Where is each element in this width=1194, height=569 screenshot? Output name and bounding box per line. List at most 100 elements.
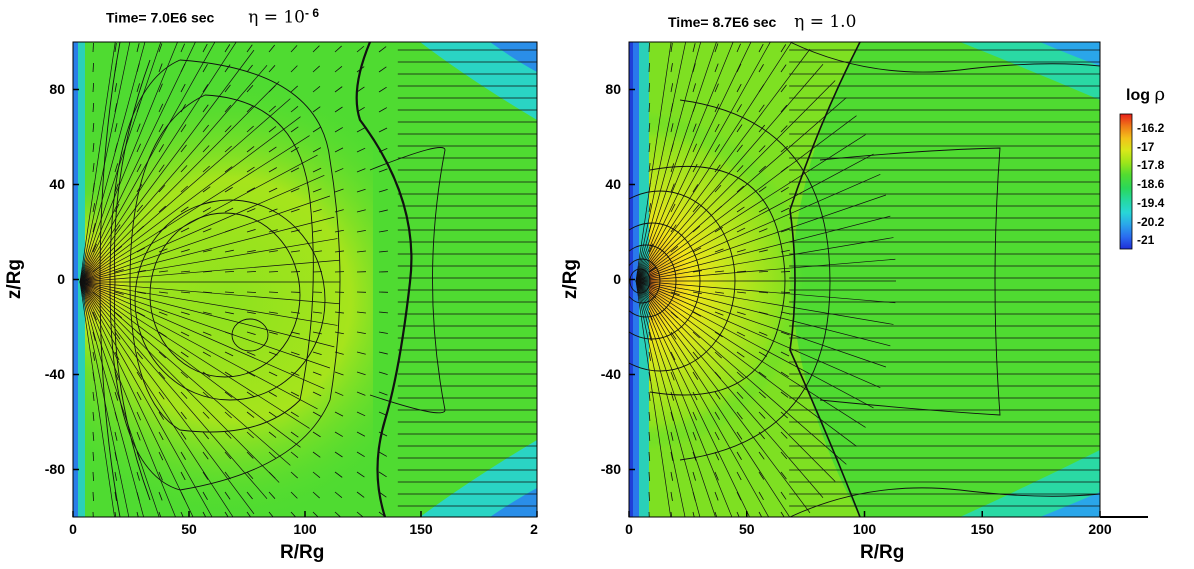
streamline (79, 42, 196, 283)
velocity-arrow (312, 86, 321, 93)
velocity-arrow (290, 250, 300, 253)
velocity-arrow (92, 511, 94, 517)
velocity-arrow (648, 431, 651, 442)
velocity-arrow (246, 371, 256, 377)
velocity-arrow (648, 471, 651, 482)
panel1-field (73, 42, 537, 517)
velocity-arrow (780, 351, 790, 357)
velocity-arrow (224, 451, 232, 460)
velocity-arrow (334, 351, 344, 355)
velocity-arrow (180, 371, 188, 379)
y-tick-label: 40 (605, 175, 621, 192)
velocity-arrow (714, 123, 720, 133)
velocity-arrow (758, 84, 765, 93)
velocity-arrow (378, 250, 388, 253)
velocity-arrow (180, 351, 189, 358)
velocity-arrow (736, 291, 746, 294)
velocity-arrow (224, 471, 231, 480)
velocity-arrow (780, 207, 790, 213)
velocity-arrow (136, 204, 143, 213)
streamline (79, 281, 160, 517)
panel1-title: Time= 7.0E6 sec η = 10- 6 (106, 6, 319, 28)
velocity-arrow (290, 85, 298, 93)
velocity-arrow (268, 250, 278, 253)
velocity-arrow (224, 84, 231, 93)
velocity-arrow (670, 83, 674, 93)
velocity-arrow (736, 451, 742, 460)
velocity-arrow (780, 311, 790, 315)
colorbar-level-label: -17.8 (1137, 158, 1165, 173)
velocity-arrow (356, 230, 366, 233)
y-tick-label: 0 (613, 270, 621, 287)
colorbar-level-label: -16.2 (1137, 121, 1165, 135)
velocity-arrow (670, 471, 674, 481)
velocity-arrow (180, 471, 186, 481)
velocity-arrow (246, 291, 257, 293)
velocity-arrow (312, 209, 322, 213)
streamline (635, 280, 701, 517)
velocity-arrow (334, 45, 342, 53)
velocity-arrow (334, 168, 344, 173)
velocity-arrow (758, 291, 768, 294)
streamline (79, 135, 310, 283)
velocity-arrow (758, 64, 764, 73)
velocity-arrow (736, 391, 744, 399)
velocity-arrow (180, 206, 189, 213)
velocity-arrow (114, 43, 117, 53)
velocity-arrow (290, 331, 300, 335)
velocity-arrow (246, 331, 256, 335)
velocity-arrow (692, 431, 697, 441)
velocity-arrow (246, 166, 255, 173)
velocity-arrow (224, 270, 235, 273)
velocity-arrow (202, 291, 213, 294)
streamline (635, 42, 717, 282)
velocity-arrow (202, 104, 209, 113)
velocity-arrow (290, 391, 300, 397)
streamline (635, 42, 672, 282)
velocity-arrow (224, 291, 235, 294)
streamline (635, 64, 824, 282)
streamline (79, 116, 301, 283)
velocity-arrow (312, 147, 322, 153)
velocity-arrow (246, 146, 255, 153)
velocity-arrow (224, 391, 233, 398)
velocity-arrow (714, 391, 721, 400)
velocity-arrow (92, 82, 95, 93)
x-tick-label: 50 (738, 521, 755, 537)
velocity-arrow (714, 185, 722, 193)
velocity-arrow (378, 431, 388, 437)
velocity-arrow (670, 391, 675, 401)
velocity-arrow (692, 184, 699, 193)
velocity-arrow (780, 291, 791, 294)
velocity-arrow (158, 205, 167, 213)
velocity-arrow (736, 185, 745, 193)
velocity-arrow (334, 391, 344, 396)
velocity-arrow (114, 291, 124, 295)
velocity-arrow (158, 511, 162, 517)
velocity-arrow (312, 351, 322, 355)
streamline (79, 42, 146, 283)
velocity-arrow (290, 229, 300, 233)
streamline (635, 153, 874, 282)
velocity-arrow (114, 143, 118, 153)
streamline (635, 237, 894, 282)
streamline (79, 174, 325, 283)
velocity-arrow (224, 331, 234, 336)
velocity-arrow (780, 271, 791, 273)
velocity-arrow (290, 511, 297, 517)
velocity-arrow (246, 187, 256, 193)
velocity-arrow (114, 63, 117, 73)
velocity-arrow (714, 63, 719, 73)
velocity-arrow (268, 167, 277, 173)
streamline (635, 280, 824, 498)
velocity-arrow (290, 471, 298, 479)
velocity-arrow (224, 491, 231, 500)
velocity-arrow (92, 62, 94, 73)
velocity-arrow (356, 188, 366, 193)
streamline (79, 281, 331, 369)
velocity-arrow (136, 163, 142, 173)
velocity-arrow (334, 311, 344, 314)
velocity-arrow (136, 63, 140, 73)
velocity-arrow (136, 83, 140, 93)
velocity-arrow (648, 42, 650, 53)
